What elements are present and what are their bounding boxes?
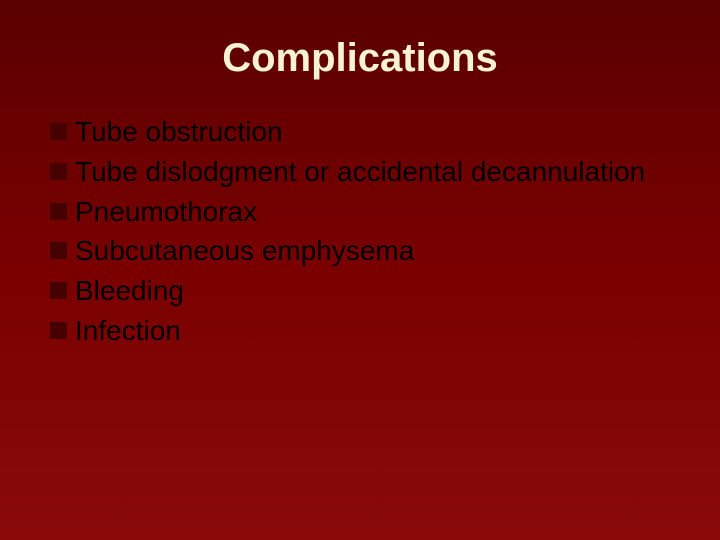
bullet-text: Tube obstruction [75, 113, 283, 151]
square-bullet-icon [50, 123, 67, 140]
bullet-text: Tube dislodgment or accidental decannula… [75, 153, 645, 191]
list-item: Infection [50, 312, 680, 350]
square-bullet-icon [50, 282, 67, 299]
bullet-text: Infection [75, 312, 181, 350]
list-item: Bleeding [50, 272, 680, 310]
slide-title: Complications [40, 36, 680, 81]
square-bullet-icon [50, 163, 67, 180]
list-item: Tube obstruction [50, 113, 680, 151]
bullet-list: Tube obstructionTube dislodgment or acci… [40, 113, 680, 350]
square-bullet-icon [50, 242, 67, 259]
bullet-text: Bleeding [75, 272, 184, 310]
square-bullet-icon [50, 322, 67, 339]
square-bullet-icon [50, 203, 67, 220]
list-item: Subcutaneous emphysema [50, 232, 680, 270]
slide-container: Complications Tube obstructionTube dislo… [0, 0, 720, 540]
bullet-text: Subcutaneous emphysema [75, 232, 414, 270]
bullet-text: Pneumothorax [75, 193, 257, 231]
list-item: Tube dislodgment or accidental decannula… [50, 153, 680, 191]
list-item: Pneumothorax [50, 193, 680, 231]
